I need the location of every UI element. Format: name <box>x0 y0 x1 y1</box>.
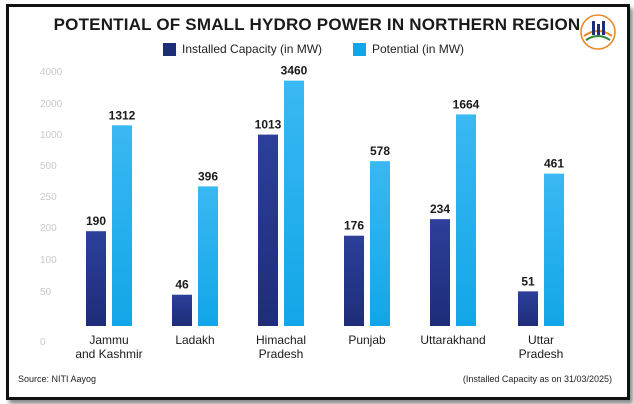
source-text: Source: NITI Aayog <box>18 374 97 384</box>
installed-bar <box>518 291 538 326</box>
potential-bar <box>284 80 304 326</box>
x-category-label: Uttarakhand <box>420 333 485 347</box>
x-category-label: Punjab <box>348 333 386 347</box>
x-category-label: Ladakh <box>175 333 214 347</box>
legend: Installed Capacity (in MW) Potential (in… <box>0 42 634 58</box>
installed-bar <box>258 134 278 326</box>
potential-bar <box>544 173 564 326</box>
data-label: 578 <box>370 144 390 158</box>
data-label: 3460 <box>281 64 308 78</box>
y-tick-label: 0 <box>40 337 46 348</box>
legend-label-installed: Installed Capacity (in MW) <box>182 42 323 56</box>
data-label: 190 <box>86 214 106 228</box>
legend-item-installed: Installed Capacity (in MW) <box>163 42 322 56</box>
x-category-label: and Kashmir <box>75 347 142 361</box>
x-category-label: Pradesh <box>259 347 304 361</box>
data-label: 46 <box>175 278 189 292</box>
data-label: 176 <box>344 219 364 233</box>
pib-logo-icon <box>580 14 616 50</box>
potential-bar <box>456 114 476 326</box>
installed-bar <box>86 231 106 326</box>
y-tick-label: 100 <box>40 255 57 266</box>
x-category-label: Uttar <box>528 333 554 347</box>
data-label: 1013 <box>255 118 282 132</box>
chart-frame <box>6 4 630 400</box>
data-label: 1312 <box>109 108 136 122</box>
x-category-label: Jammu <box>89 333 128 347</box>
data-label: 396 <box>198 169 218 183</box>
y-tick-label: 500 <box>40 161 57 172</box>
x-category-label: Himachal <box>256 333 306 347</box>
installed-bar <box>172 294 192 326</box>
legend-item-potential: Potential (in MW) <box>353 42 464 56</box>
legend-swatch-installed <box>163 42 176 56</box>
data-label: 461 <box>544 157 564 171</box>
data-label: 234 <box>430 202 450 216</box>
y-tick-label: 50 <box>40 287 52 298</box>
note-text: (Installed Capacity as on 31/03/2025) <box>462 374 612 384</box>
y-tick-label: 1000 <box>40 130 63 141</box>
y-tick-label: 4000 <box>40 67 63 78</box>
potential-bar <box>112 125 132 326</box>
y-tick-label: 200 <box>40 223 57 234</box>
installed-bar <box>344 235 364 326</box>
legend-label-potential: Potential (in MW) <box>372 42 465 56</box>
potential-bar <box>198 186 218 326</box>
y-tick-label: 250 <box>40 192 57 203</box>
data-label: 1664 <box>453 97 480 111</box>
y-tick-label: 2000 <box>40 99 63 110</box>
potential-bar <box>370 161 390 326</box>
installed-bar <box>430 219 450 326</box>
data-label: 51 <box>521 274 535 288</box>
chart-title: POTENTIAL OF SMALL HYDRO POWER IN NORTHE… <box>53 15 581 34</box>
x-category-label: Pradesh <box>519 347 564 361</box>
legend-swatch-potential <box>353 42 366 56</box>
